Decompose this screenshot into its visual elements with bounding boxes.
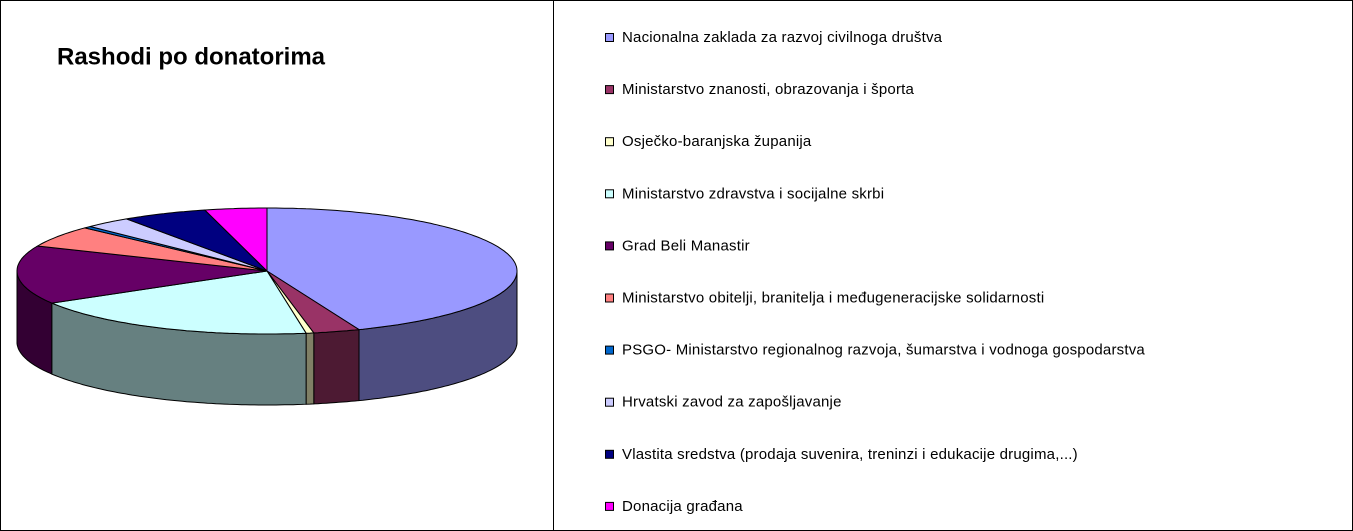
legend-swatch xyxy=(605,449,614,459)
legend-swatch xyxy=(605,85,614,95)
legend-swatch xyxy=(605,241,614,251)
chart-title: Rashodi po donatorima xyxy=(57,43,326,70)
legend-swatch xyxy=(605,293,614,303)
legend-label: Ministarstvo zdravstva i socijalne skrbi xyxy=(622,185,884,202)
legend-swatch xyxy=(605,501,614,511)
pie-slice xyxy=(16,245,268,304)
legend-label: Nacionalna zaklada za razvoj civilnoga d… xyxy=(622,29,943,46)
legend-label: Hrvatski zavod za zapošljavanje xyxy=(622,394,842,411)
legend-label: Ministarstvo obitelji, branitelja i među… xyxy=(622,289,1044,306)
pie-side xyxy=(305,332,315,405)
pie-slice xyxy=(49,270,307,335)
legend-swatch xyxy=(605,397,614,407)
legend-swatch xyxy=(605,137,614,147)
legend-label: Grad Beli Manastir xyxy=(622,237,750,254)
legend-label: PSGO- Ministarstvo regionalnog razvoja, … xyxy=(622,342,1145,359)
pie-slice xyxy=(124,209,268,272)
legend-label: Donacija građana xyxy=(622,498,743,515)
pie-slice xyxy=(266,270,361,334)
pie-slice xyxy=(203,207,268,273)
pie xyxy=(16,207,518,406)
legend-label: Osječko-baranjska županija xyxy=(622,133,812,150)
legend-swatch xyxy=(605,33,614,42)
legend-swatch xyxy=(605,345,614,355)
pie-slice xyxy=(90,218,268,272)
pie-slice xyxy=(36,227,268,272)
legend: Nacionalna zaklada za razvoj civilnoga d… xyxy=(605,29,1145,515)
pie-side xyxy=(313,329,360,405)
legend-swatch xyxy=(605,189,614,199)
pie-slice xyxy=(266,207,518,331)
legend-label: Ministarstvo znanosti, obrazovanja i špo… xyxy=(622,81,915,98)
legend-label: Vlastita sredstva (prodaja suvenira, tre… xyxy=(622,446,1078,463)
